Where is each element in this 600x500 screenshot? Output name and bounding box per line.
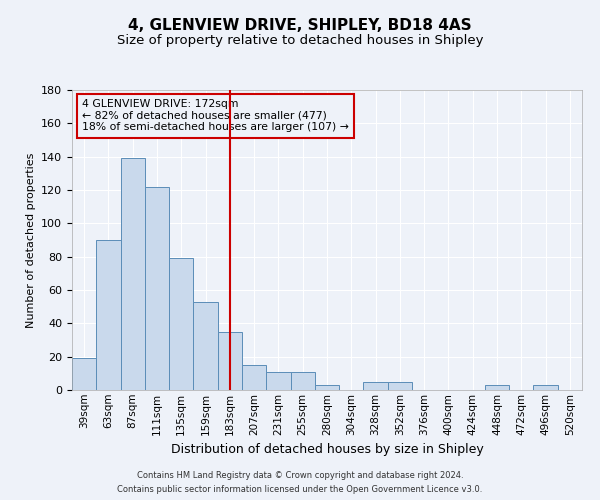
- Text: Contains public sector information licensed under the Open Government Licence v3: Contains public sector information licen…: [118, 486, 482, 494]
- Bar: [242, 365, 266, 390]
- Bar: [533, 385, 558, 390]
- Bar: [290, 372, 315, 390]
- Bar: [315, 385, 339, 390]
- Y-axis label: Number of detached properties: Number of detached properties: [26, 152, 35, 328]
- X-axis label: Distribution of detached houses by size in Shipley: Distribution of detached houses by size …: [170, 443, 484, 456]
- Bar: [266, 372, 290, 390]
- Bar: [388, 382, 412, 390]
- Text: Contains HM Land Registry data © Crown copyright and database right 2024.: Contains HM Land Registry data © Crown c…: [137, 472, 463, 480]
- Bar: [218, 332, 242, 390]
- Bar: [485, 385, 509, 390]
- Bar: [121, 158, 145, 390]
- Bar: [145, 186, 169, 390]
- Bar: [169, 258, 193, 390]
- Bar: [96, 240, 121, 390]
- Bar: [193, 302, 218, 390]
- Bar: [364, 382, 388, 390]
- Text: 4 GLENVIEW DRIVE: 172sqm
← 82% of detached houses are smaller (477)
18% of semi-: 4 GLENVIEW DRIVE: 172sqm ← 82% of detach…: [82, 99, 349, 132]
- Text: Size of property relative to detached houses in Shipley: Size of property relative to detached ho…: [117, 34, 483, 47]
- Bar: [72, 358, 96, 390]
- Text: 4, GLENVIEW DRIVE, SHIPLEY, BD18 4AS: 4, GLENVIEW DRIVE, SHIPLEY, BD18 4AS: [128, 18, 472, 32]
